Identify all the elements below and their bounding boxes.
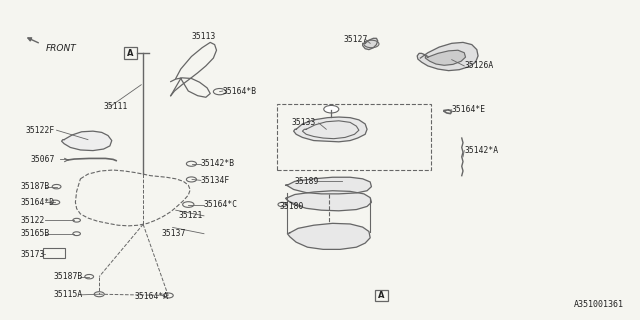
Bar — [43, 248, 65, 258]
Text: 35142*A: 35142*A — [464, 146, 499, 155]
Text: 35164*C: 35164*C — [204, 200, 238, 209]
Text: A: A — [378, 291, 385, 300]
Text: 35122: 35122 — [20, 216, 45, 225]
Bar — [277, 104, 431, 170]
Circle shape — [324, 105, 339, 113]
Text: 35180: 35180 — [279, 202, 303, 211]
Text: 35164*D: 35164*D — [20, 198, 54, 207]
Polygon shape — [285, 177, 371, 194]
Text: 35127: 35127 — [344, 35, 368, 44]
Text: A351001361: A351001361 — [574, 300, 624, 309]
Text: 35189: 35189 — [295, 177, 319, 186]
Text: FRONT: FRONT — [45, 44, 76, 53]
Text: 35164*A: 35164*A — [135, 292, 169, 301]
Polygon shape — [363, 38, 378, 50]
Text: 35164*B: 35164*B — [223, 86, 257, 95]
Text: 35137: 35137 — [162, 229, 186, 238]
Text: 35115A: 35115A — [54, 290, 83, 299]
Text: 35122F: 35122F — [25, 126, 54, 135]
Polygon shape — [426, 50, 465, 65]
Polygon shape — [61, 131, 112, 151]
Polygon shape — [417, 42, 478, 71]
Bar — [124, 47, 138, 59]
Text: 35067: 35067 — [30, 155, 54, 164]
Text: 35173: 35173 — [20, 250, 45, 259]
Text: 35121: 35121 — [179, 211, 204, 220]
Text: 35133: 35133 — [292, 118, 316, 127]
Text: 35113: 35113 — [191, 32, 216, 41]
Text: 35126A: 35126A — [464, 61, 493, 70]
Polygon shape — [287, 223, 370, 249]
Text: 35142*B: 35142*B — [201, 159, 235, 168]
Polygon shape — [294, 117, 367, 142]
Text: 35111: 35111 — [104, 102, 128, 111]
Text: 35165B: 35165B — [20, 229, 49, 238]
Text: 35187B: 35187B — [54, 272, 83, 281]
Text: A: A — [127, 49, 134, 58]
Text: 35187B: 35187B — [20, 182, 49, 191]
Polygon shape — [285, 191, 371, 211]
Bar — [374, 290, 388, 301]
Text: 35134F: 35134F — [201, 176, 230, 185]
Text: 35164*E: 35164*E — [452, 105, 486, 114]
